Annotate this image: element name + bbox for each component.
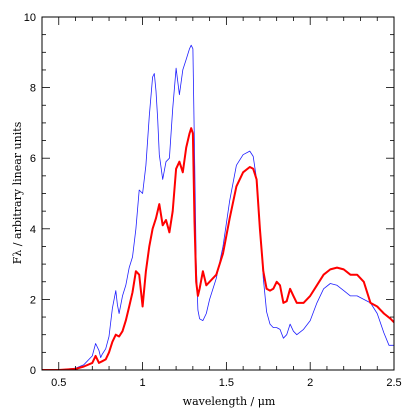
- y-tick-label: 2: [30, 294, 36, 306]
- tick-marks: [41, 16, 395, 371]
- y-axis-label: Fλ / arbitrary linear units: [11, 121, 24, 264]
- y-tick-label: 0: [30, 365, 36, 377]
- x-tick-label: 0.5: [51, 377, 66, 389]
- x-tick-label: 1.5: [219, 377, 234, 389]
- x-tick-label: 2: [307, 377, 313, 389]
- y-tick-label: 6: [30, 153, 36, 165]
- y-tick-label: 4: [30, 224, 36, 236]
- axes-layer: 0.5 1 1.5 2 2.5 0 2 4 6 8 10: [24, 12, 402, 389]
- y-tick-label: 10: [24, 12, 36, 24]
- x-tick-label: 1: [140, 377, 146, 389]
- plot-frame: [41, 16, 395, 371]
- series-line-1: [42, 44, 394, 370]
- series-line-2: [42, 127, 394, 370]
- x-tick-label: 2.5: [386, 377, 401, 389]
- y-tick-label: 8: [30, 83, 36, 95]
- series-layer: [42, 44, 394, 370]
- x-axis-label: wavelength / μm: [183, 395, 276, 408]
